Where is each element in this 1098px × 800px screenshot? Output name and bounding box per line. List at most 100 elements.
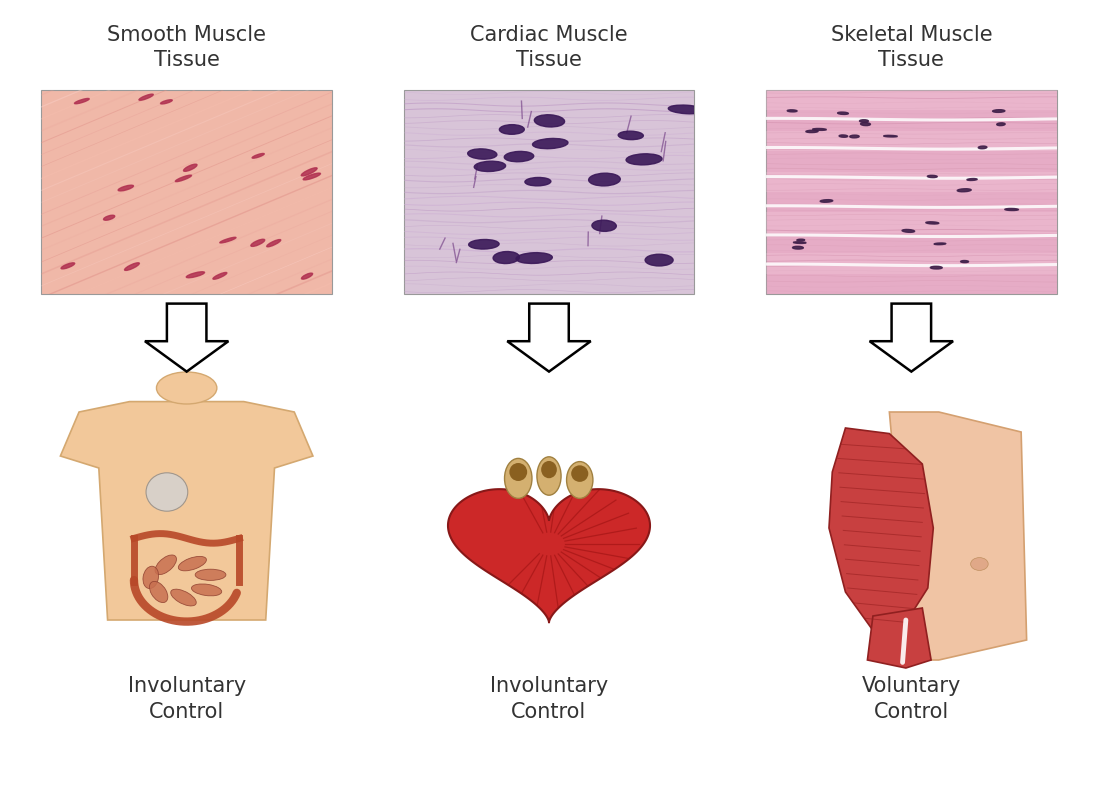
Ellipse shape	[1005, 209, 1019, 210]
Ellipse shape	[143, 566, 158, 589]
Ellipse shape	[860, 120, 869, 122]
Ellipse shape	[926, 222, 939, 224]
Ellipse shape	[474, 161, 505, 171]
Ellipse shape	[146, 473, 188, 511]
Ellipse shape	[618, 131, 643, 140]
Ellipse shape	[787, 110, 797, 112]
Ellipse shape	[806, 130, 818, 133]
Bar	[766, 151, 1056, 171]
Ellipse shape	[626, 154, 662, 165]
Ellipse shape	[957, 189, 971, 192]
Bar	[766, 253, 1056, 274]
Ellipse shape	[669, 105, 705, 114]
Ellipse shape	[850, 135, 859, 138]
Bar	[766, 233, 1056, 253]
Ellipse shape	[504, 151, 534, 162]
Text: Skeletal Muscle
Tissue: Skeletal Muscle Tissue	[830, 26, 993, 70]
Text: Involuntary
Control: Involuntary Control	[127, 676, 246, 722]
Ellipse shape	[930, 266, 942, 269]
Polygon shape	[448, 489, 650, 622]
Text: Voluntary
Control: Voluntary Control	[862, 676, 961, 722]
Ellipse shape	[160, 100, 172, 104]
Ellipse shape	[468, 149, 497, 159]
Ellipse shape	[903, 230, 915, 232]
Bar	[766, 274, 1056, 294]
Ellipse shape	[500, 125, 525, 134]
Bar	[766, 90, 1056, 294]
Ellipse shape	[178, 556, 206, 571]
Ellipse shape	[220, 238, 236, 243]
Ellipse shape	[253, 154, 265, 158]
Ellipse shape	[997, 123, 1005, 126]
Ellipse shape	[646, 254, 673, 266]
Ellipse shape	[183, 164, 197, 171]
Polygon shape	[889, 412, 1027, 660]
Text: Involuntary
Control: Involuntary Control	[490, 676, 608, 722]
Ellipse shape	[567, 462, 593, 498]
Ellipse shape	[839, 135, 848, 138]
Ellipse shape	[589, 173, 620, 186]
Bar	[766, 110, 1056, 130]
Ellipse shape	[195, 569, 226, 580]
Ellipse shape	[793, 246, 804, 249]
Ellipse shape	[170, 589, 197, 606]
Bar	[766, 130, 1056, 151]
Ellipse shape	[61, 263, 75, 269]
Ellipse shape	[813, 129, 827, 130]
Polygon shape	[870, 303, 953, 371]
Ellipse shape	[139, 94, 154, 100]
Ellipse shape	[861, 122, 871, 126]
Bar	[766, 192, 1056, 212]
Ellipse shape	[967, 178, 977, 181]
Ellipse shape	[533, 138, 568, 149]
Polygon shape	[60, 402, 313, 620]
Text: Cardiac Muscle
Tissue: Cardiac Muscle Tissue	[470, 26, 628, 70]
Ellipse shape	[794, 242, 806, 243]
Ellipse shape	[119, 185, 134, 191]
Ellipse shape	[571, 466, 589, 482]
Ellipse shape	[525, 178, 551, 186]
Polygon shape	[829, 428, 933, 630]
Ellipse shape	[961, 261, 968, 262]
Polygon shape	[507, 303, 591, 371]
Ellipse shape	[191, 584, 222, 596]
Bar	[404, 90, 695, 294]
Ellipse shape	[250, 239, 265, 246]
Text: Smooth Muscle
Tissue: Smooth Muscle Tissue	[108, 26, 266, 70]
Ellipse shape	[469, 239, 500, 249]
Ellipse shape	[176, 175, 191, 182]
Ellipse shape	[934, 243, 945, 245]
Ellipse shape	[303, 173, 321, 180]
Polygon shape	[145, 303, 228, 371]
Ellipse shape	[884, 135, 897, 137]
Ellipse shape	[820, 200, 832, 202]
Bar	[766, 90, 1056, 110]
Ellipse shape	[213, 273, 227, 279]
Bar	[766, 172, 1056, 192]
Ellipse shape	[157, 372, 217, 404]
Bar	[766, 212, 1056, 233]
Bar	[42, 90, 333, 294]
Ellipse shape	[797, 239, 805, 241]
Ellipse shape	[537, 457, 561, 495]
Ellipse shape	[504, 458, 531, 498]
Ellipse shape	[516, 253, 552, 263]
Ellipse shape	[838, 112, 849, 114]
Ellipse shape	[124, 262, 139, 270]
Ellipse shape	[978, 146, 987, 149]
Ellipse shape	[541, 461, 557, 478]
Ellipse shape	[535, 114, 564, 127]
Ellipse shape	[302, 273, 313, 279]
Ellipse shape	[509, 463, 527, 481]
Ellipse shape	[75, 98, 89, 104]
Ellipse shape	[493, 251, 519, 263]
Ellipse shape	[155, 555, 177, 574]
Ellipse shape	[187, 272, 204, 278]
Circle shape	[971, 558, 988, 570]
Ellipse shape	[993, 110, 1005, 112]
Ellipse shape	[103, 215, 114, 220]
Ellipse shape	[301, 168, 317, 176]
Ellipse shape	[267, 239, 281, 247]
Ellipse shape	[149, 582, 168, 602]
Ellipse shape	[928, 175, 938, 178]
